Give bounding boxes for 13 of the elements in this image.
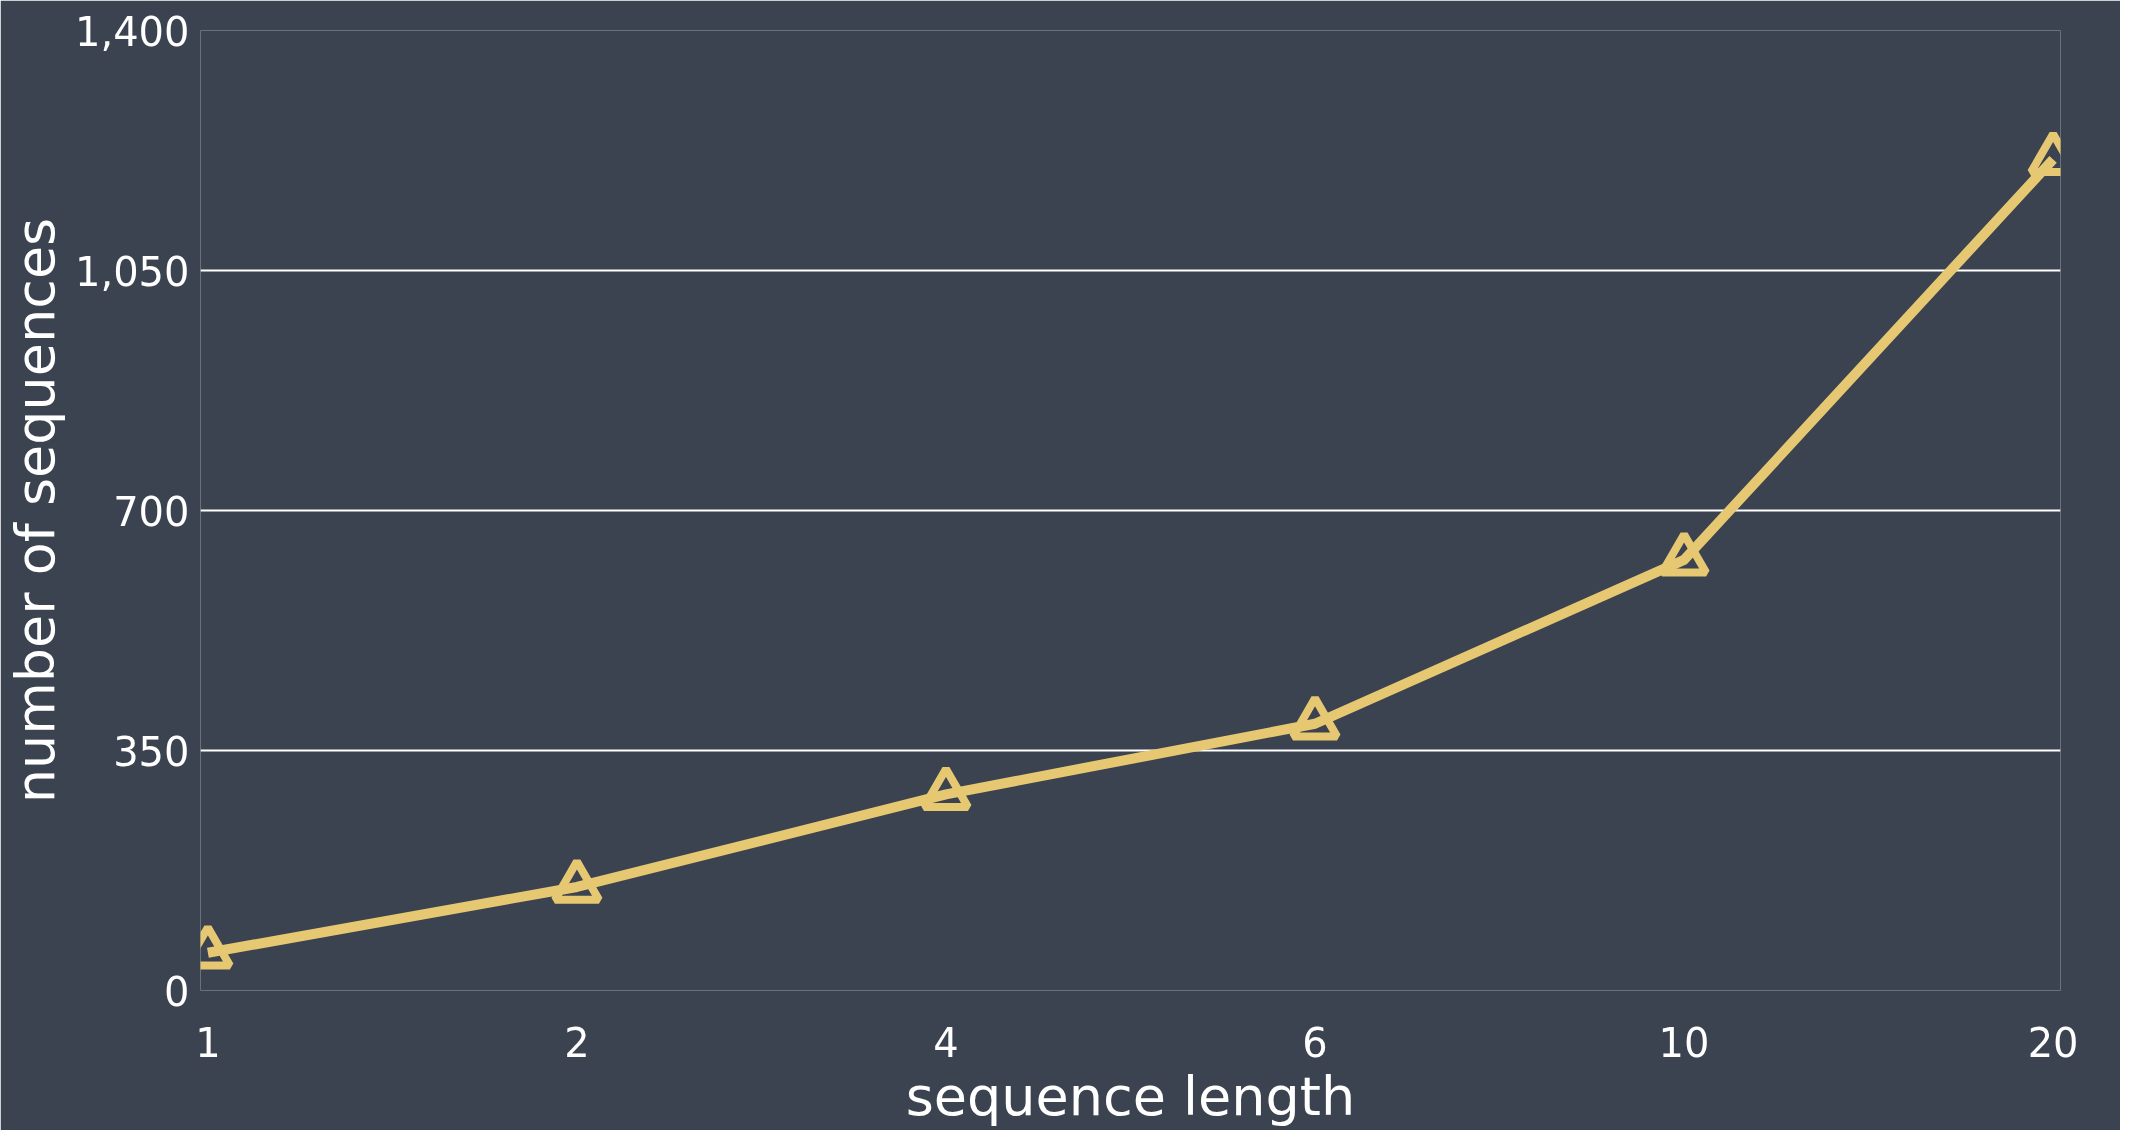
x-tick-label: 20 (2027, 1019, 2079, 1066)
x-tick-label: 4 (933, 1019, 959, 1066)
y-tick-label: 350 (113, 728, 190, 775)
x-tick-label: 10 (1658, 1019, 1710, 1066)
x-tick-label: 6 (1302, 1019, 1328, 1066)
y-tick-label: 700 (113, 488, 190, 535)
y-tick-label: 1,050 (74, 248, 190, 295)
x-axis-title: sequence length (905, 1064, 1356, 1128)
y-tick-label: 1,400 (74, 8, 190, 55)
y-tick-label: 0 (164, 968, 190, 1015)
x-tick-label: 2 (564, 1019, 590, 1066)
x-tick-label: 1 (195, 1019, 221, 1066)
y-axis-title: number of sequences (3, 217, 67, 804)
